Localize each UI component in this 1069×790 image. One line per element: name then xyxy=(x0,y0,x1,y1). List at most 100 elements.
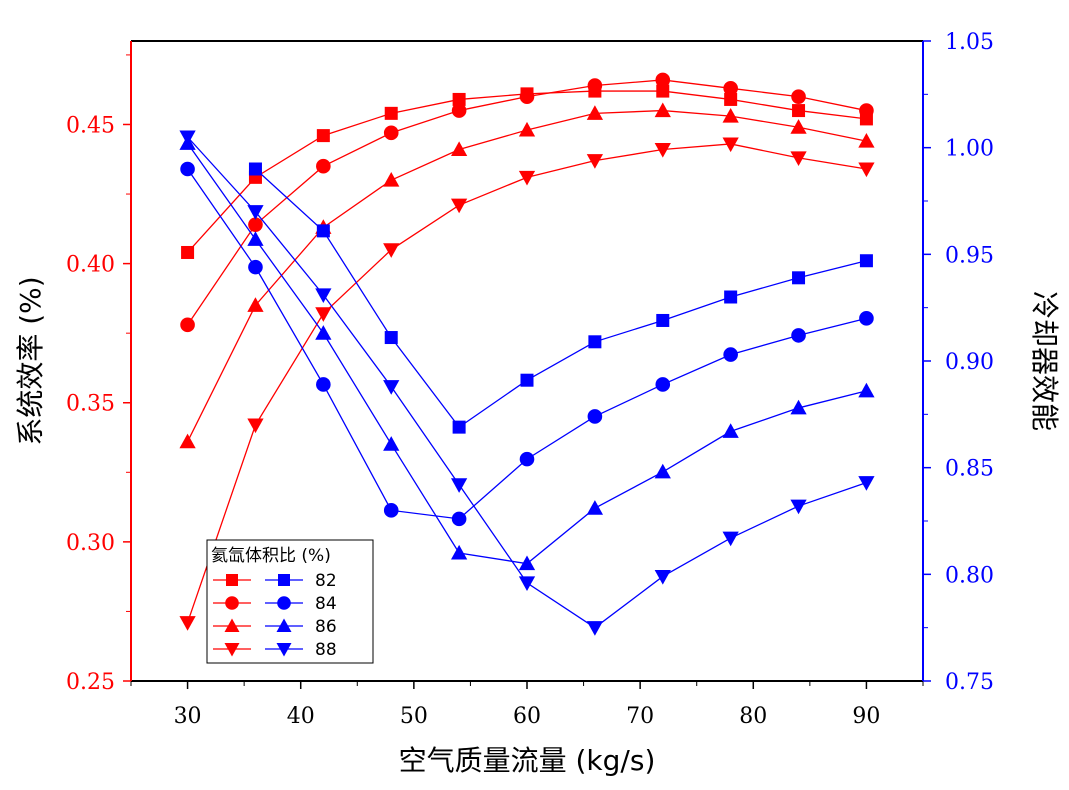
y-right-tick-label: 0.75 xyxy=(945,670,994,695)
data-point xyxy=(451,511,467,527)
data-point xyxy=(656,313,670,327)
legend: 氦氙体积比 (%) 82 84 86 88 xyxy=(206,539,374,664)
data-point xyxy=(858,133,875,148)
data-point xyxy=(586,621,604,636)
data-point xyxy=(588,335,602,349)
data-point xyxy=(792,104,806,118)
y-right-tick-label: 0.95 xyxy=(945,243,994,268)
data-point xyxy=(587,78,603,93)
data-point xyxy=(519,89,535,104)
data-point xyxy=(315,307,332,322)
data-point xyxy=(383,503,399,518)
data-point xyxy=(383,172,400,187)
series-effectiveness-82 xyxy=(248,162,873,434)
legend-title: 氦氙体积比 (%) xyxy=(211,546,331,566)
y-right-tick-label: 1.05 xyxy=(945,30,994,55)
series-efficiency-84 xyxy=(180,72,874,333)
data-point xyxy=(586,154,604,169)
data-point xyxy=(518,555,536,571)
data-point xyxy=(450,478,468,493)
data-point xyxy=(790,151,807,166)
data-point xyxy=(518,121,536,137)
data-point xyxy=(722,423,739,438)
legend-marker-blue xyxy=(276,618,292,632)
data-point xyxy=(790,499,807,515)
data-point xyxy=(654,463,671,479)
legend-marker-red xyxy=(226,574,238,586)
legend-label: 82 xyxy=(315,571,337,591)
data-point xyxy=(180,161,195,177)
series-layer xyxy=(179,72,875,636)
y-right-tick-label: 0.90 xyxy=(945,350,994,375)
x-tick-label: 30 xyxy=(174,704,202,729)
y-left-tick-label: 0.35 xyxy=(66,392,115,417)
data-point xyxy=(384,106,398,120)
data-point xyxy=(383,436,400,451)
data-point xyxy=(587,409,603,424)
data-point xyxy=(384,331,398,345)
data-point xyxy=(179,433,196,449)
series-efficiency-88 xyxy=(179,137,875,631)
legend-label: 84 xyxy=(315,594,337,614)
y-left-axis-title: 系统效率 (%) xyxy=(14,276,47,445)
legend-entry: 84 xyxy=(213,594,337,614)
data-point xyxy=(722,137,739,153)
data-point xyxy=(450,141,468,157)
data-point xyxy=(181,245,195,259)
legend-marker-red xyxy=(224,618,240,632)
data-point xyxy=(790,399,807,415)
data-point xyxy=(451,103,467,118)
data-point xyxy=(383,380,400,395)
series-line xyxy=(255,168,867,429)
x-tick-label: 70 xyxy=(626,704,654,729)
data-point xyxy=(383,243,400,258)
data-point xyxy=(791,89,806,104)
data-point xyxy=(724,290,738,304)
data-point xyxy=(520,373,534,387)
y-right-axis-title: 冷却器效能 xyxy=(1028,291,1061,431)
legend-marker-red xyxy=(225,596,239,610)
data-point xyxy=(792,271,806,285)
series-efficiency-86 xyxy=(179,102,875,449)
legend-entry: 86 xyxy=(213,617,337,637)
data-point xyxy=(791,328,806,343)
y-left-tick-label: 0.40 xyxy=(66,253,115,278)
data-point xyxy=(179,130,196,146)
data-point xyxy=(383,125,399,141)
series-effectiveness-86 xyxy=(179,135,875,571)
legend-entry: 88 xyxy=(213,640,337,660)
data-point xyxy=(790,119,807,134)
data-point xyxy=(722,108,739,123)
data-point xyxy=(654,102,671,118)
data-point xyxy=(586,500,604,515)
series-line xyxy=(186,109,867,442)
data-point xyxy=(179,616,196,631)
data-point xyxy=(247,205,264,220)
data-point xyxy=(316,158,331,174)
y-left-tick-label: 0.25 xyxy=(66,670,115,695)
data-point xyxy=(248,162,262,176)
data-point xyxy=(722,531,739,547)
series-line xyxy=(187,143,867,565)
data-point xyxy=(654,569,671,585)
data-point xyxy=(859,103,874,118)
data-point xyxy=(316,129,330,143)
y-right-tick-label: 0.80 xyxy=(945,563,994,588)
legend-marker-blue xyxy=(276,643,292,657)
series-effectiveness-88 xyxy=(179,130,875,636)
x-tick-label: 50 xyxy=(400,704,428,729)
x-axis-title: 空气质量流量 (kg/s) xyxy=(399,744,656,777)
y-right-tick-label: 0.85 xyxy=(945,457,994,482)
data-point xyxy=(656,84,670,98)
data-point xyxy=(859,311,874,326)
series-effectiveness-84 xyxy=(180,161,874,527)
data-point xyxy=(518,170,536,186)
data-point xyxy=(655,72,671,88)
data-point xyxy=(247,418,264,434)
data-point xyxy=(586,105,604,120)
data-point xyxy=(247,297,264,312)
data-point xyxy=(315,325,332,340)
y-left-tick-label: 0.45 xyxy=(66,113,115,138)
data-point xyxy=(450,198,468,214)
